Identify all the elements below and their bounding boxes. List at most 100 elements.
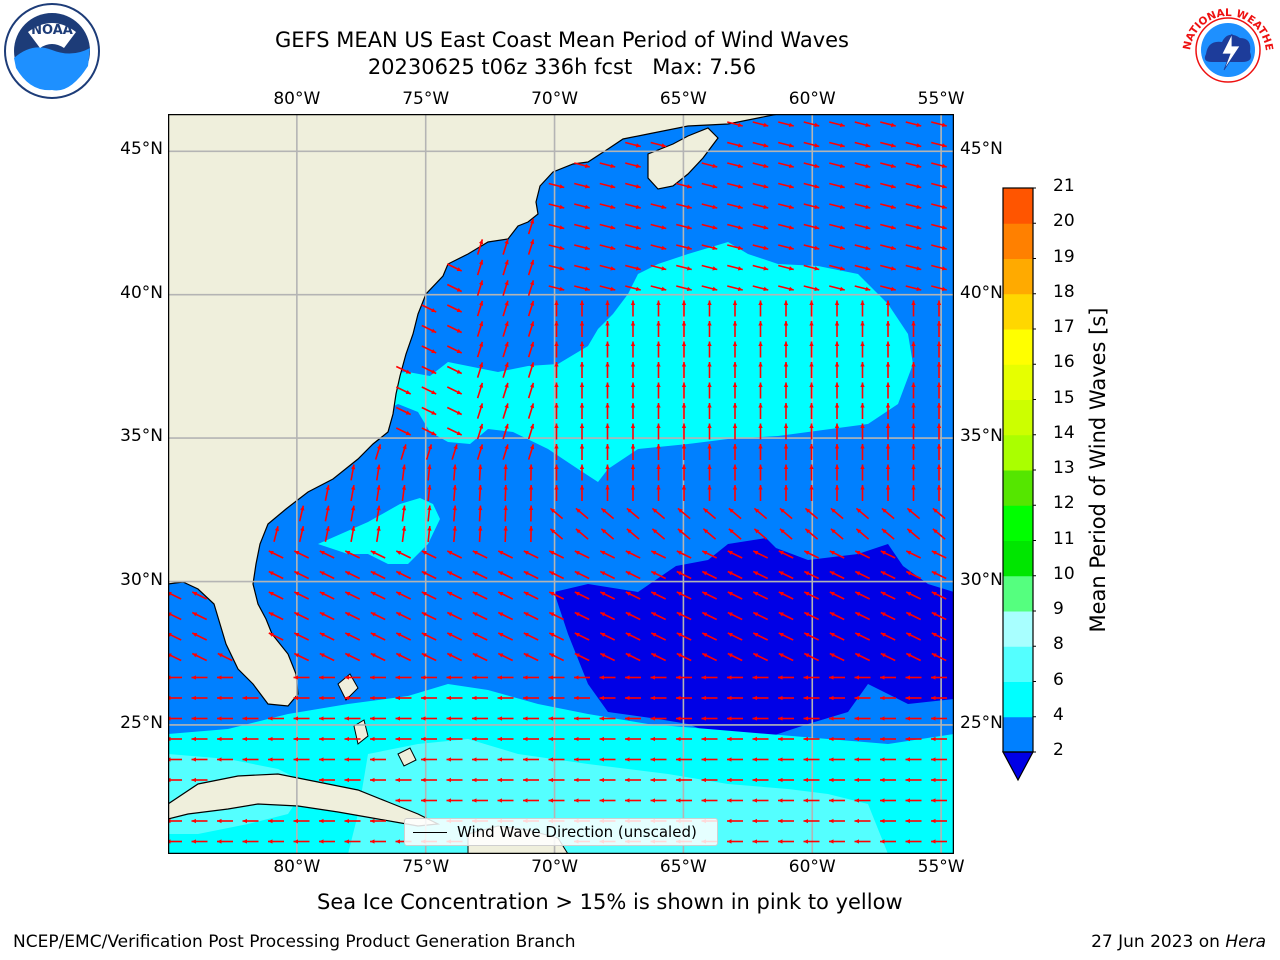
- direction-arrow: [931, 777, 947, 783]
- direction-arrow: [778, 695, 794, 701]
- direction-arrow: [350, 464, 356, 481]
- direction-arrow: [523, 798, 539, 803]
- direction-arrow: [374, 444, 382, 460]
- direction-arrow: [625, 675, 641, 680]
- direction-arrow: [298, 505, 305, 522]
- direction-arrow: [625, 244, 641, 250]
- direction-arrow: [319, 839, 335, 844]
- direction-arrow: [677, 507, 691, 520]
- direction-arrow: [701, 695, 718, 701]
- direction-arrow: [630, 423, 636, 440]
- direction-arrow: [293, 839, 310, 844]
- direction-arrow: [707, 362, 712, 378]
- direction-arrow: [854, 736, 871, 742]
- direction-arrow: [732, 341, 738, 358]
- direction-arrow: [472, 777, 488, 783]
- direction-arrow: [625, 550, 641, 559]
- direction-arrow: [293, 757, 310, 762]
- direction-arrow: [268, 818, 284, 824]
- direction-arrow: [854, 777, 871, 783]
- direction-arrow: [656, 423, 661, 440]
- direction-arrow: [451, 444, 458, 460]
- direction-arrow: [676, 182, 692, 189]
- direction-arrow: [752, 162, 769, 168]
- footer-organization: NCEP/EMC/Verification Post Processing Pr…: [13, 932, 576, 952]
- direction-arrow: [880, 162, 896, 168]
- direction-arrow: [344, 652, 361, 662]
- direction-arrow: [727, 162, 743, 168]
- direction-arrow: [293, 550, 310, 559]
- direction-arrow: [656, 321, 661, 337]
- direction-arrow: [548, 632, 565, 641]
- direction-arrow: [880, 632, 896, 641]
- direction-arrow: [395, 695, 412, 701]
- direction-arrow: [630, 444, 636, 460]
- direction-arrow: [268, 736, 284, 742]
- noaa-logo-icon: NOAA: [4, 3, 100, 99]
- direction-arrow: [502, 280, 509, 296]
- direction-arrow: [370, 570, 386, 580]
- direction-arrow: [476, 259, 484, 276]
- direction-arrow: [375, 484, 381, 502]
- direction-arrow: [931, 223, 947, 230]
- colorbar-tick-label: 14: [1053, 422, 1075, 443]
- direction-arrow: [497, 798, 514, 803]
- direction-arrow: [732, 403, 738, 419]
- direction-arrow: [803, 203, 820, 209]
- direction-arrow: [579, 485, 585, 501]
- direction-arrow: [476, 444, 484, 460]
- direction-arrow: [446, 570, 463, 580]
- direction-arrow: [880, 285, 896, 291]
- direction-arrow: [599, 264, 616, 271]
- direction-arrow: [625, 203, 641, 209]
- colorbar-tick-label: 17: [1053, 317, 1075, 337]
- direction-arrow: [834, 382, 840, 399]
- direction-arrow: [681, 464, 687, 481]
- direction-arrow: [829, 244, 845, 250]
- direction-arrow: [472, 611, 488, 621]
- direction-arrow: [527, 280, 535, 296]
- direction-arrow: [476, 362, 484, 378]
- direction-arrow: [778, 570, 794, 580]
- direction-arrow: [803, 591, 820, 600]
- direction-arrow: [452, 525, 457, 543]
- direction-arrow: [885, 444, 891, 460]
- direction-arrow: [472, 716, 488, 721]
- direction-arrow: [554, 444, 559, 460]
- direction-arrow: [548, 716, 565, 721]
- direction-arrow: [758, 362, 763, 378]
- direction-arrow: [931, 818, 947, 824]
- direction-arrow: [502, 300, 509, 317]
- direction-arrow: [395, 591, 412, 600]
- footer-machine: Hera: [1225, 932, 1266, 952]
- direction-arrow: [523, 757, 539, 762]
- footer-date-text: 27 Jun 2023 on: [1091, 932, 1226, 952]
- colorbar-segment: [1003, 470, 1033, 506]
- direction-arrow: [854, 611, 871, 621]
- direction-arrow: [778, 839, 794, 844]
- direction-arrow: [803, 182, 820, 189]
- direction-arrow: [732, 423, 738, 440]
- footer-date: 27 Jun 2023 on Hera: [1091, 932, 1266, 952]
- direction-arrow: [191, 632, 208, 641]
- direction-arrow: [599, 570, 616, 580]
- direction-arrow: [527, 382, 535, 399]
- direction-arrow: [809, 300, 814, 317]
- direction-arrow: [732, 444, 738, 460]
- direction-arrow: [446, 757, 463, 762]
- direction-arrow: [880, 652, 896, 662]
- direction-arrow: [242, 695, 259, 701]
- direction-arrow: [701, 757, 718, 762]
- direction-arrow: [905, 652, 922, 662]
- direction-arrow: [834, 464, 840, 481]
- direction-arrow: [605, 464, 610, 481]
- direction-arrow: [752, 675, 769, 680]
- direction-arrow: [293, 611, 310, 621]
- direction-arrow: [650, 264, 667, 271]
- direction-arrow: [554, 485, 559, 501]
- colorbar-segment: [1003, 364, 1033, 400]
- direction-arrow: [783, 382, 789, 399]
- direction-arrow: [829, 632, 845, 641]
- direction-arrow: [446, 611, 463, 621]
- direction-arrow: [605, 403, 610, 419]
